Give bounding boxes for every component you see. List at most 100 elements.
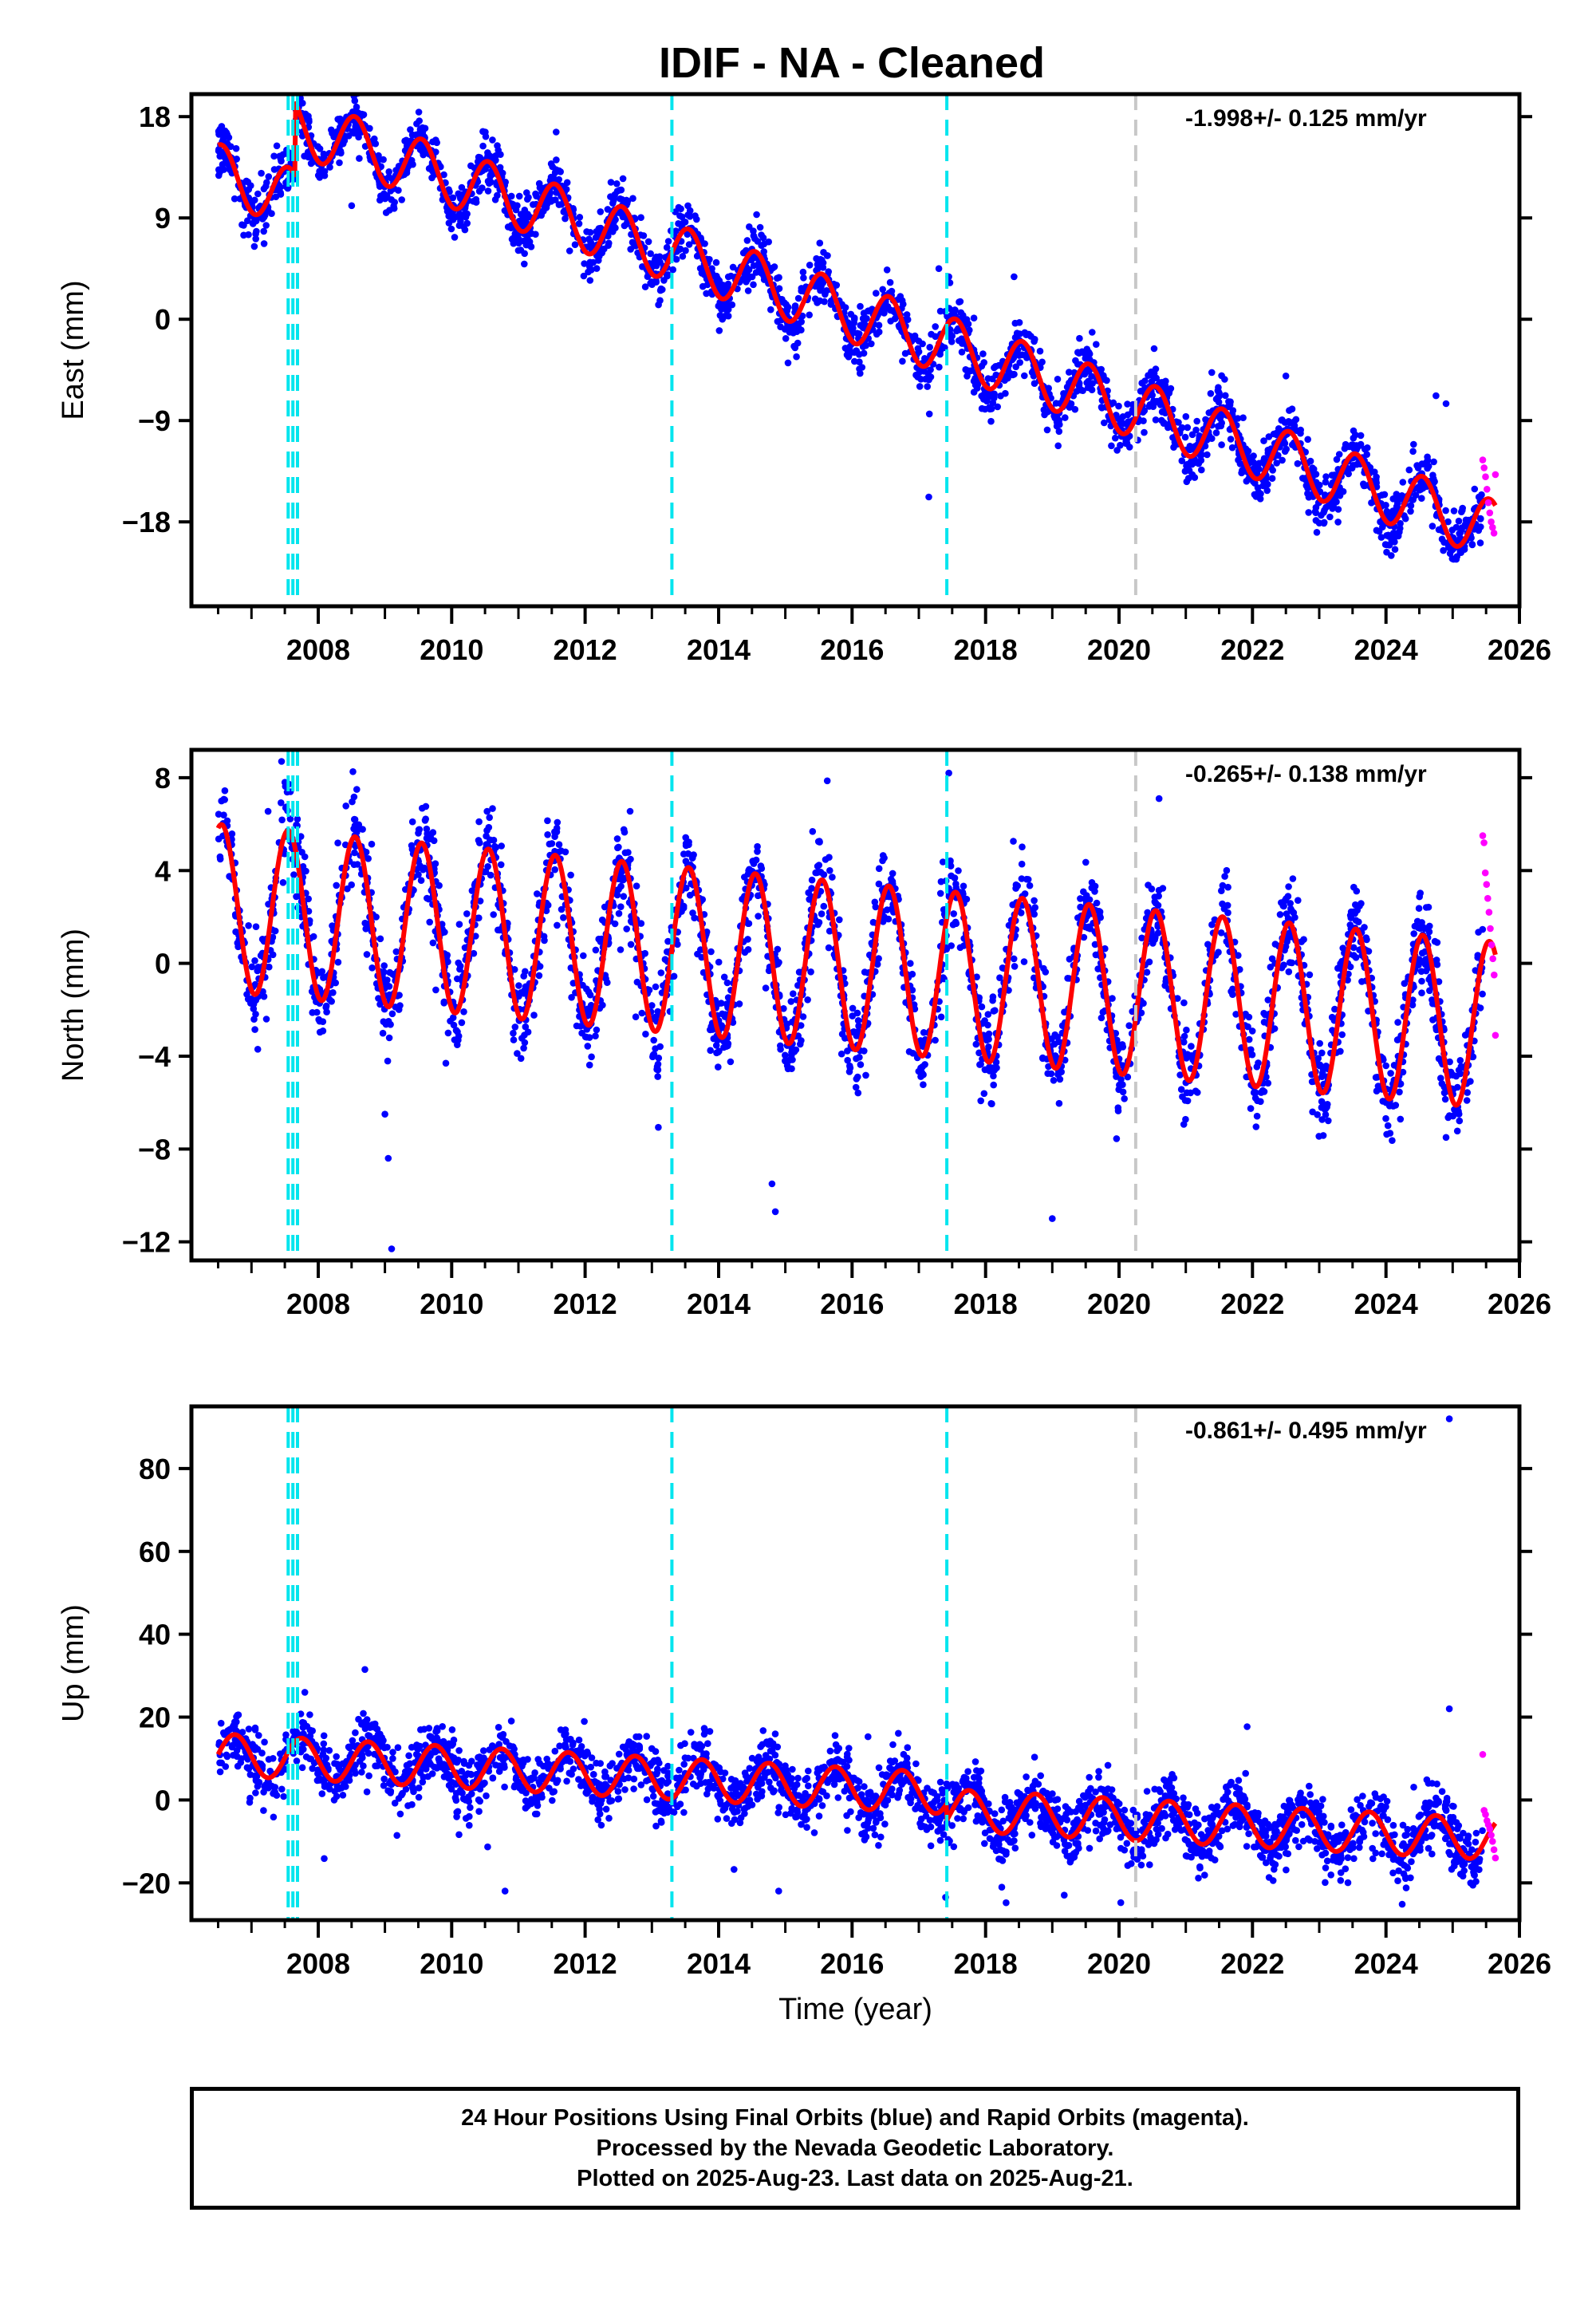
data-point <box>567 871 574 879</box>
data-point <box>336 159 343 167</box>
data-point <box>1115 402 1122 410</box>
data-point <box>758 865 766 872</box>
data-point <box>1036 347 1044 355</box>
data-point <box>1170 444 1177 451</box>
data-point <box>1368 499 1375 507</box>
data-point <box>948 332 956 340</box>
data-point <box>950 308 958 316</box>
data-point <box>990 1081 997 1089</box>
data-point <box>1113 1135 1121 1142</box>
data-point <box>1387 1070 1394 1077</box>
data-point <box>1391 546 1399 553</box>
data-point <box>883 906 891 913</box>
data-point <box>790 324 798 331</box>
data-point <box>1188 431 1196 439</box>
data-point <box>1264 480 1271 488</box>
data-point <box>538 211 545 219</box>
data-point <box>728 301 736 309</box>
data-point <box>781 299 788 306</box>
data-point <box>980 359 987 366</box>
data-point <box>1117 1075 1125 1083</box>
data-point <box>889 870 897 877</box>
data-point <box>767 306 774 314</box>
data-point <box>862 1071 869 1079</box>
data-point <box>1398 492 1405 499</box>
data-point <box>807 968 814 976</box>
data-point <box>1325 1117 1332 1125</box>
data-point <box>273 142 281 150</box>
data-point <box>815 862 823 869</box>
data-point <box>553 156 560 164</box>
data-point <box>1271 1025 1279 1032</box>
data-point <box>219 136 227 143</box>
data-point <box>1181 433 1189 441</box>
data-point <box>475 914 483 921</box>
data-point <box>353 69 360 77</box>
data-point <box>1385 531 1392 539</box>
data-point <box>355 133 362 141</box>
data-point <box>604 206 612 213</box>
data-point <box>1218 441 1225 448</box>
data-point <box>475 837 483 844</box>
data-point <box>617 903 625 910</box>
data-point <box>1456 1057 1464 1064</box>
data-point <box>686 891 694 899</box>
data-point <box>774 945 782 953</box>
data-point <box>458 1019 466 1027</box>
data-point <box>718 306 725 314</box>
east-velocity-label: -1.998+/- 0.125 mm/yr <box>1185 105 1427 132</box>
data-point <box>849 1012 856 1019</box>
x-tick-label: 2012 <box>554 633 617 666</box>
data-point <box>741 874 748 881</box>
data-point <box>735 1000 743 1008</box>
data-point <box>349 768 357 775</box>
data-point <box>322 1004 330 1012</box>
data-point <box>833 282 841 289</box>
data-point <box>1316 1039 1323 1047</box>
data-point <box>1260 457 1267 464</box>
data-point <box>971 381 979 389</box>
data-point <box>1150 345 1158 353</box>
data-point <box>544 901 552 909</box>
chart-title: IDIF - NA - Cleaned <box>659 39 1045 87</box>
data-point <box>653 1066 660 1073</box>
data-point <box>1177 1086 1185 1093</box>
data-point <box>1103 377 1110 385</box>
data-point <box>442 1059 450 1067</box>
data-point <box>1031 380 1038 388</box>
data-point <box>1471 485 1479 493</box>
data-point <box>1405 466 1413 474</box>
data-point <box>428 174 435 182</box>
data-point <box>263 179 270 187</box>
data-point <box>988 375 996 383</box>
data-point <box>455 222 463 230</box>
data-point <box>305 895 313 903</box>
data-point <box>1178 457 1186 464</box>
data-point <box>1075 349 1083 357</box>
data-point <box>356 155 363 162</box>
data-point <box>1018 860 1026 868</box>
data-point <box>1304 436 1311 444</box>
data-point <box>827 301 835 308</box>
data-point <box>1264 446 1272 454</box>
data-point <box>1193 417 1200 425</box>
data-point <box>1335 451 1343 458</box>
data-point <box>615 909 623 917</box>
data-point <box>647 279 654 287</box>
data-point <box>936 889 944 897</box>
data-point <box>978 1003 986 1011</box>
data-point <box>1302 475 1309 483</box>
data-point <box>978 392 985 400</box>
data-point <box>1350 442 1358 449</box>
data-point <box>1285 883 1292 890</box>
data-point <box>1446 1112 1453 1119</box>
data-point <box>416 130 423 137</box>
data-point <box>260 227 268 235</box>
data-point <box>1181 467 1189 475</box>
data-point <box>549 163 556 171</box>
data-point <box>482 132 490 140</box>
data-point <box>321 168 329 175</box>
y-tick-label: 0 <box>155 303 171 336</box>
data-point <box>723 1043 730 1051</box>
data-point <box>719 290 727 298</box>
